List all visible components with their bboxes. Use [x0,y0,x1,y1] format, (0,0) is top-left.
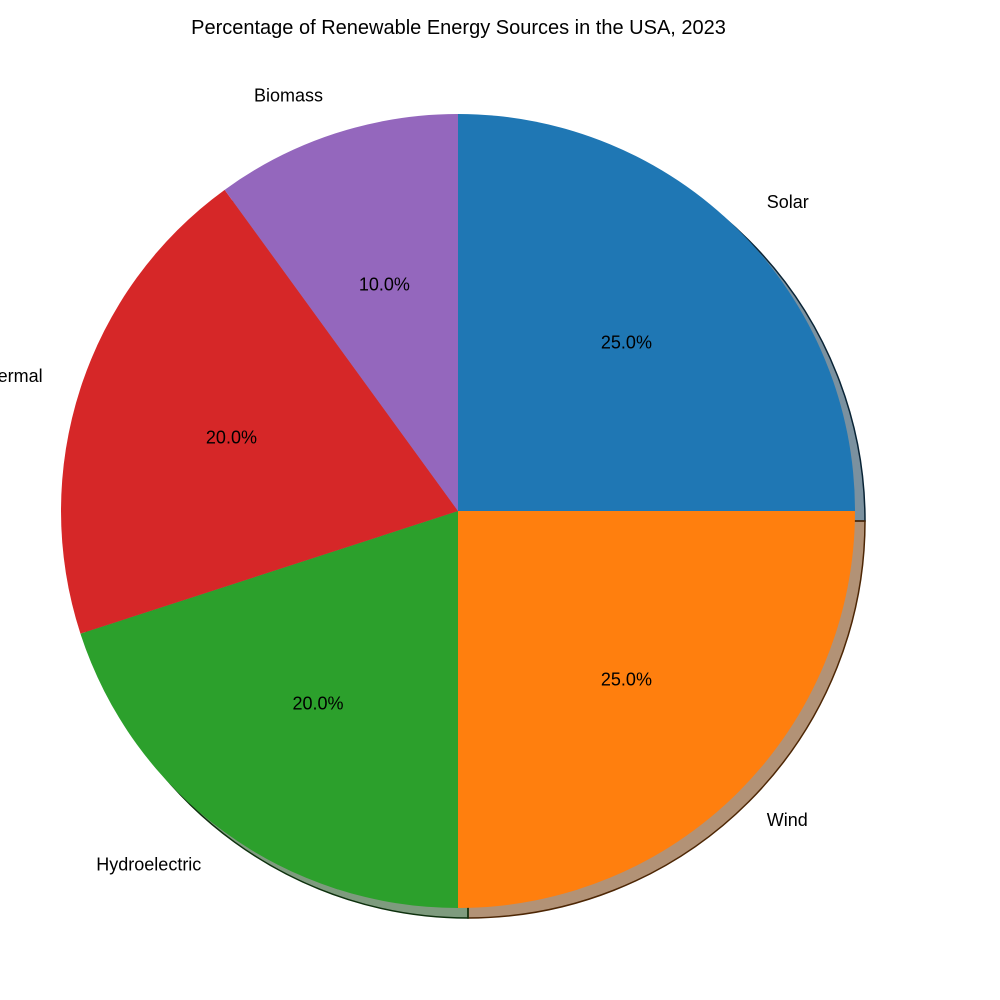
category-label-wind: Wind [767,810,808,830]
chart-title: Percentage of Renewable Energy Sources i… [191,17,726,39]
percent-label-geothermal: 20.0% [206,427,257,447]
wedge-wind [458,511,855,908]
wedge-geothermal [60,189,458,634]
category-label-solar: Solar [767,192,809,212]
percent-label-wind: 25.0% [601,669,652,689]
pie-labels: Solar 25.0% Wind 25.0% Hydroelectric 20.0% Geo… [0,86,809,875]
category-label-geothermal: Geothermal [0,366,43,386]
pie-wedges [60,114,855,908]
percent-label-hydroelectric: 20.0% [292,694,343,714]
percent-label-biomass: 10.0% [359,274,410,294]
wedge-biomass [224,114,458,511]
percent-label-solar: 25.0% [601,333,652,353]
wedge-hydroelectric [80,511,458,908]
category-label-hydroelectric: Hydroelectric [96,854,201,874]
wedge-solar [458,114,855,511]
category-label-biomass: Biomass [254,86,323,106]
